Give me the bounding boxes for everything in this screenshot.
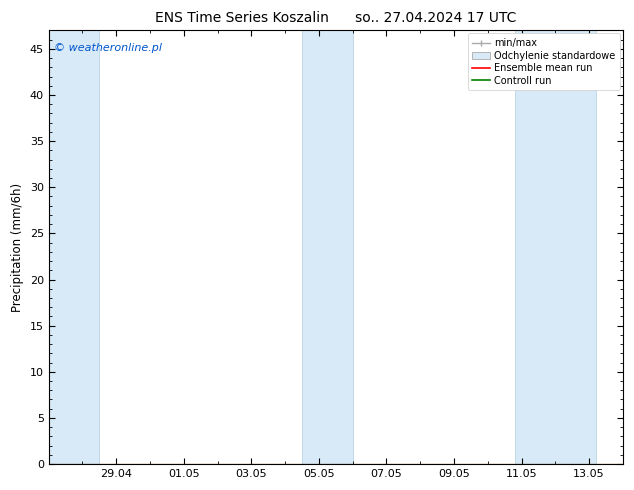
Title: ENS Time Series Koszalin      so.. 27.04.2024 17 UTC: ENS Time Series Koszalin so.. 27.04.2024… (155, 11, 517, 25)
Text: © weatheronline.pl: © weatheronline.pl (55, 44, 162, 53)
Legend: min/max, Odchylenie standardowe, Ensemble mean run, Controll run: min/max, Odchylenie standardowe, Ensembl… (468, 33, 620, 90)
Bar (302, 30, 353, 464)
Y-axis label: Precipitation (mm/6h): Precipitation (mm/6h) (11, 183, 24, 312)
Bar (49, 30, 100, 464)
Bar (515, 30, 596, 464)
